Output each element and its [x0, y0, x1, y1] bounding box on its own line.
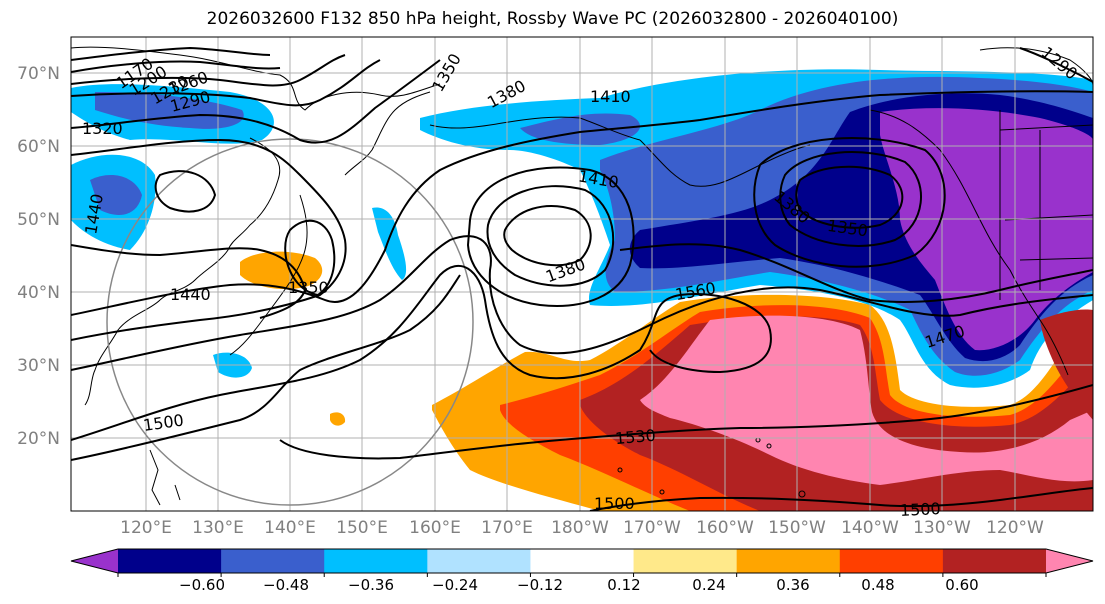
- colorbar-bin: [324, 549, 428, 573]
- contour-line: [71, 59, 381, 107]
- map-frame: [70, 36, 1094, 512]
- colorbar-bin: [530, 549, 635, 573]
- contour-line: [795, 165, 904, 229]
- lat-labels: 70°N 60°N 50°N 40°N 30°N 20°N: [17, 64, 60, 449]
- colorbar: [70, 548, 1094, 577]
- lon-label: 130°E: [192, 518, 244, 538]
- colorbar-tick-label: −0.24: [432, 576, 478, 594]
- colorbar-bin: [633, 549, 738, 573]
- contour-line: [154, 170, 217, 213]
- lat-label: 50°N: [17, 210, 60, 230]
- lon-label: 120°E: [120, 518, 172, 538]
- colorbar-tick-label: −0.48: [263, 576, 309, 594]
- colorbar-tick-label: −0.36: [348, 576, 394, 594]
- lon-label: 120°W: [986, 518, 1044, 538]
- contour-label: 1350: [288, 278, 329, 297]
- map-title: 2026032600 F132 850 hPa height, Rossby W…: [206, 9, 899, 29]
- lon-labels: 120°E 130°E 140°E 150°E 160°E 170°E 180°…: [120, 518, 1044, 538]
- colorbar-bin: [1046, 549, 1093, 573]
- contour-line: [779, 151, 922, 247]
- contour-label: 1530: [614, 426, 656, 448]
- contour-line: [71, 60, 281, 73]
- colorbar-tick-label: 0.12: [607, 576, 640, 594]
- contour-line: [71, 138, 347, 341]
- contour-line: [284, 219, 336, 297]
- contour-line: [71, 54, 346, 87]
- lat-label: 20°N: [17, 429, 60, 449]
- lat-label: 40°N: [17, 283, 60, 303]
- lon-label: 130°W: [913, 518, 971, 538]
- colorbar-bin: [942, 549, 1047, 573]
- contour-line: [589, 487, 1093, 511]
- contour-label: 1440: [170, 285, 211, 304]
- colorbar-bin: [71, 549, 118, 573]
- contour-line: [503, 205, 592, 267]
- lon-label: 170°W: [623, 518, 681, 538]
- contour-line: [71, 90, 1093, 316]
- colorbar-ticks: −0.60 −0.48 −0.36 −0.24 −0.12 0.12 0.24 …: [179, 576, 979, 594]
- lon-label: 150°W: [768, 518, 826, 538]
- contour-label: 1410: [590, 87, 631, 106]
- colorbar-bin: [221, 549, 325, 573]
- colorbar-tick-label: 0.48: [861, 576, 894, 594]
- colorbar-tick-label: −0.12: [517, 576, 563, 594]
- contour-line: [753, 137, 946, 268]
- colorbar-bin: [736, 549, 841, 573]
- contour-line: [71, 235, 1093, 371]
- reference-circle: [106, 138, 474, 506]
- lon-label: 170°E: [481, 518, 533, 538]
- lon-label: 160°E: [409, 518, 461, 538]
- contour-label: 1500: [594, 494, 635, 513]
- colorbar-tick-label: −0.60: [179, 576, 225, 594]
- colorbar-bin: [118, 549, 222, 573]
- lon-label: 180°W: [551, 518, 609, 538]
- contour-label: 1320: [82, 119, 123, 138]
- contour-line: [486, 185, 615, 287]
- lon-label: 160°W: [696, 518, 754, 538]
- contour-line: [279, 384, 1093, 460]
- height-contours: [71, 46, 1093, 511]
- shade-nw-blue: [95, 92, 244, 129]
- contour-line: [466, 166, 635, 307]
- colorbar-tick-label: 0.60: [945, 576, 978, 594]
- colorbar-bin: [427, 549, 531, 573]
- colorbar-tick-label: 0.24: [692, 576, 725, 594]
- contour-line: [71, 244, 307, 319]
- contour-line: [619, 243, 1093, 303]
- shade-w-blue: [90, 175, 142, 215]
- contour-line: [71, 264, 772, 441]
- lat-label: 70°N: [17, 64, 60, 84]
- contour-line: [71, 46, 271, 61]
- lat-label: 60°N: [17, 137, 60, 157]
- colorbar-bin: [839, 549, 944, 573]
- contour-label: 1500: [900, 499, 942, 520]
- contour-line: [71, 59, 441, 144]
- colorbar-tick-label: 0.36: [776, 576, 809, 594]
- lon-label: 150°E: [336, 518, 388, 538]
- contour-line: [1019, 47, 1093, 83]
- lat-label: 30°N: [17, 356, 60, 376]
- contour-line: [71, 274, 461, 461]
- shade-subtropical-pink: [640, 315, 1093, 485]
- lon-label: 140°E: [264, 518, 316, 538]
- lon-label: 140°W: [841, 518, 899, 538]
